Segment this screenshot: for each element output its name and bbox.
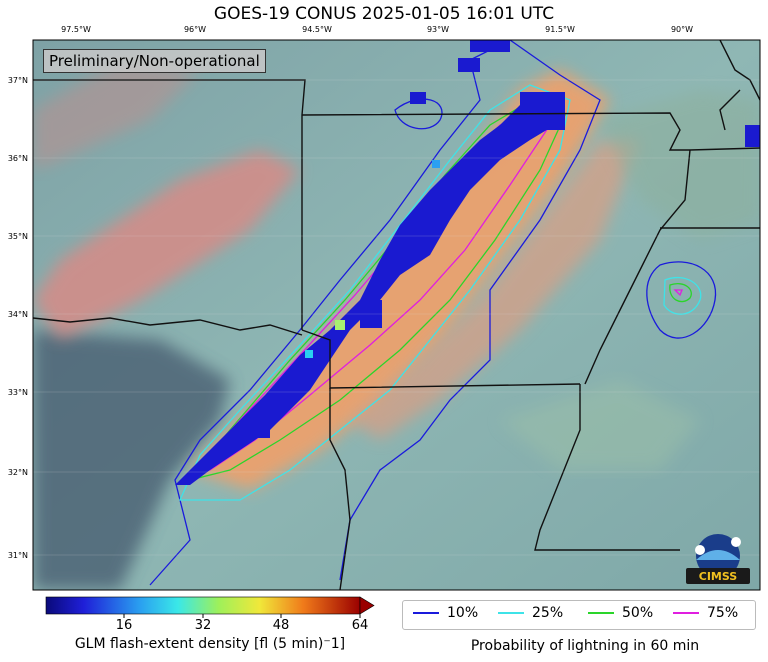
legend-label: 10% — [447, 605, 479, 621]
lon-tick: 94.5°W — [302, 25, 332, 34]
prob-contour-10 — [149, 40, 601, 586]
legend-label: 25% — [532, 605, 564, 621]
colorbar — [45, 596, 375, 618]
lon-tick: 96°W — [184, 25, 206, 34]
figure-title: GOES-19 CONUS 2025-01-05 16:01 UTC — [213, 4, 555, 24]
lon-tick: 93°W — [427, 25, 449, 34]
lat-tick: 35°N — [8, 232, 28, 241]
lon-tick: 90°W — [671, 25, 693, 34]
lat-tick: 37°N — [8, 76, 28, 85]
lon-tick: 97.5°W — [61, 25, 91, 34]
colorbar-label: GLM flash-extent density [fl (5 min)⁻1] — [74, 636, 346, 652]
legend-swatch — [498, 612, 524, 614]
legend-item-10: 10% — [413, 605, 478, 621]
glm-flash-peaks — [305, 160, 440, 358]
legend-label: 75% — [707, 605, 739, 621]
lat-tick: 33°N — [8, 388, 28, 397]
colorbar-tick: 16 — [115, 618, 133, 633]
lat-tick: 31°N — [8, 551, 28, 560]
colorbar-tick: 32 — [194, 618, 212, 633]
lon-tick: 91.5°W — [545, 25, 575, 34]
legend-swatch — [588, 612, 614, 614]
satellite-imagery — [33, 40, 760, 590]
lat-tick: 34°N — [8, 310, 28, 319]
lat-tick-labels: 37°N 36°N 35°N 34°N 33°N 32°N 31°N — [8, 76, 28, 560]
prob-contour-25 — [178, 84, 571, 501]
legend-item-75: 75% — [673, 605, 738, 621]
state-border-ks-ok — [33, 79, 306, 116]
legend-caption: Probability of lightning in 60 min — [470, 638, 700, 654]
legend-item-25: 25% — [498, 605, 563, 621]
lon-tick-labels: 97.5°W 96°W 94.5°W 93°W 91.5°W 90°W — [61, 25, 693, 34]
legend-swatch — [673, 612, 699, 614]
colorbar-tick: 48 — [272, 618, 290, 633]
legend-item-50: 50% — [588, 605, 653, 621]
preliminary-badge: Preliminary/Non-operational — [43, 49, 266, 73]
legend-swatch — [413, 612, 439, 614]
legend-label: 50% — [622, 605, 654, 621]
lat-tick: 32°N — [8, 468, 28, 477]
lat-tick: 36°N — [8, 154, 28, 163]
cimss-logo: CIMSS — [686, 534, 750, 584]
colorbar-tick: 64 — [351, 618, 369, 633]
probability-legend: 10% 25% 50% 75% — [402, 600, 756, 630]
glm-flash-density — [175, 40, 760, 485]
logo-text: CIMSS — [699, 570, 738, 583]
